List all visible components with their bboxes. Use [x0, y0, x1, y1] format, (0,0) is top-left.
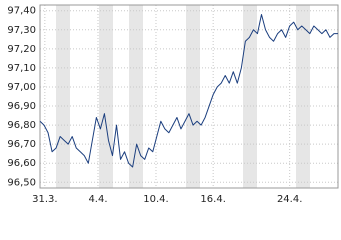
price-line: [39, 14, 338, 168]
x-tick-label: 4.4.: [88, 194, 107, 205]
band: [243, 5, 257, 188]
chart: 96,50 96,60 96,70 96,80 96,90 97,00 97,10 97,20…: [7, 4, 339, 205]
band: [99, 5, 113, 188]
band: [56, 5, 70, 188]
y-tick-label: 96,80: [7, 120, 36, 131]
x-tick-label: 16.4.: [200, 194, 225, 205]
page: {"chart_data":{"type":"line", "series":[…: [7, 4, 339, 205]
x-tick-label: 24.4.: [277, 194, 302, 205]
x-tick-label: 10.4.: [143, 194, 168, 205]
y-tick-label: 96,60: [7, 158, 36, 169]
band: [186, 5, 200, 188]
y-tick-label: 96,70: [7, 139, 36, 150]
plot-border: [39, 4, 339, 189]
y-tick-label: 97,00: [7, 82, 36, 93]
y-tick-label: 96,50: [7, 177, 36, 188]
y-tick-label: 97,30: [7, 25, 36, 36]
y-tick-label: 97,10: [7, 63, 36, 74]
band: [129, 5, 143, 188]
x-tick-label: 31.3.: [32, 194, 57, 205]
y-tick-label: 97,20: [7, 44, 36, 55]
y-tick-label: 96,90: [7, 101, 36, 112]
weekend-bands: [56, 5, 310, 188]
y-tick-label: 97,40: [7, 6, 36, 17]
band: [296, 5, 310, 188]
